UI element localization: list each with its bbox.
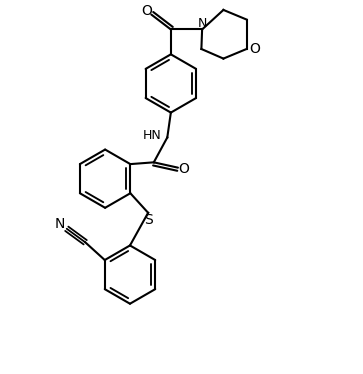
- Text: O: O: [249, 42, 260, 56]
- Text: O: O: [141, 4, 152, 18]
- Text: O: O: [179, 162, 189, 177]
- Text: N: N: [54, 218, 65, 232]
- Text: HN: HN: [143, 129, 162, 142]
- Text: S: S: [144, 213, 152, 227]
- Text: N: N: [197, 16, 207, 30]
